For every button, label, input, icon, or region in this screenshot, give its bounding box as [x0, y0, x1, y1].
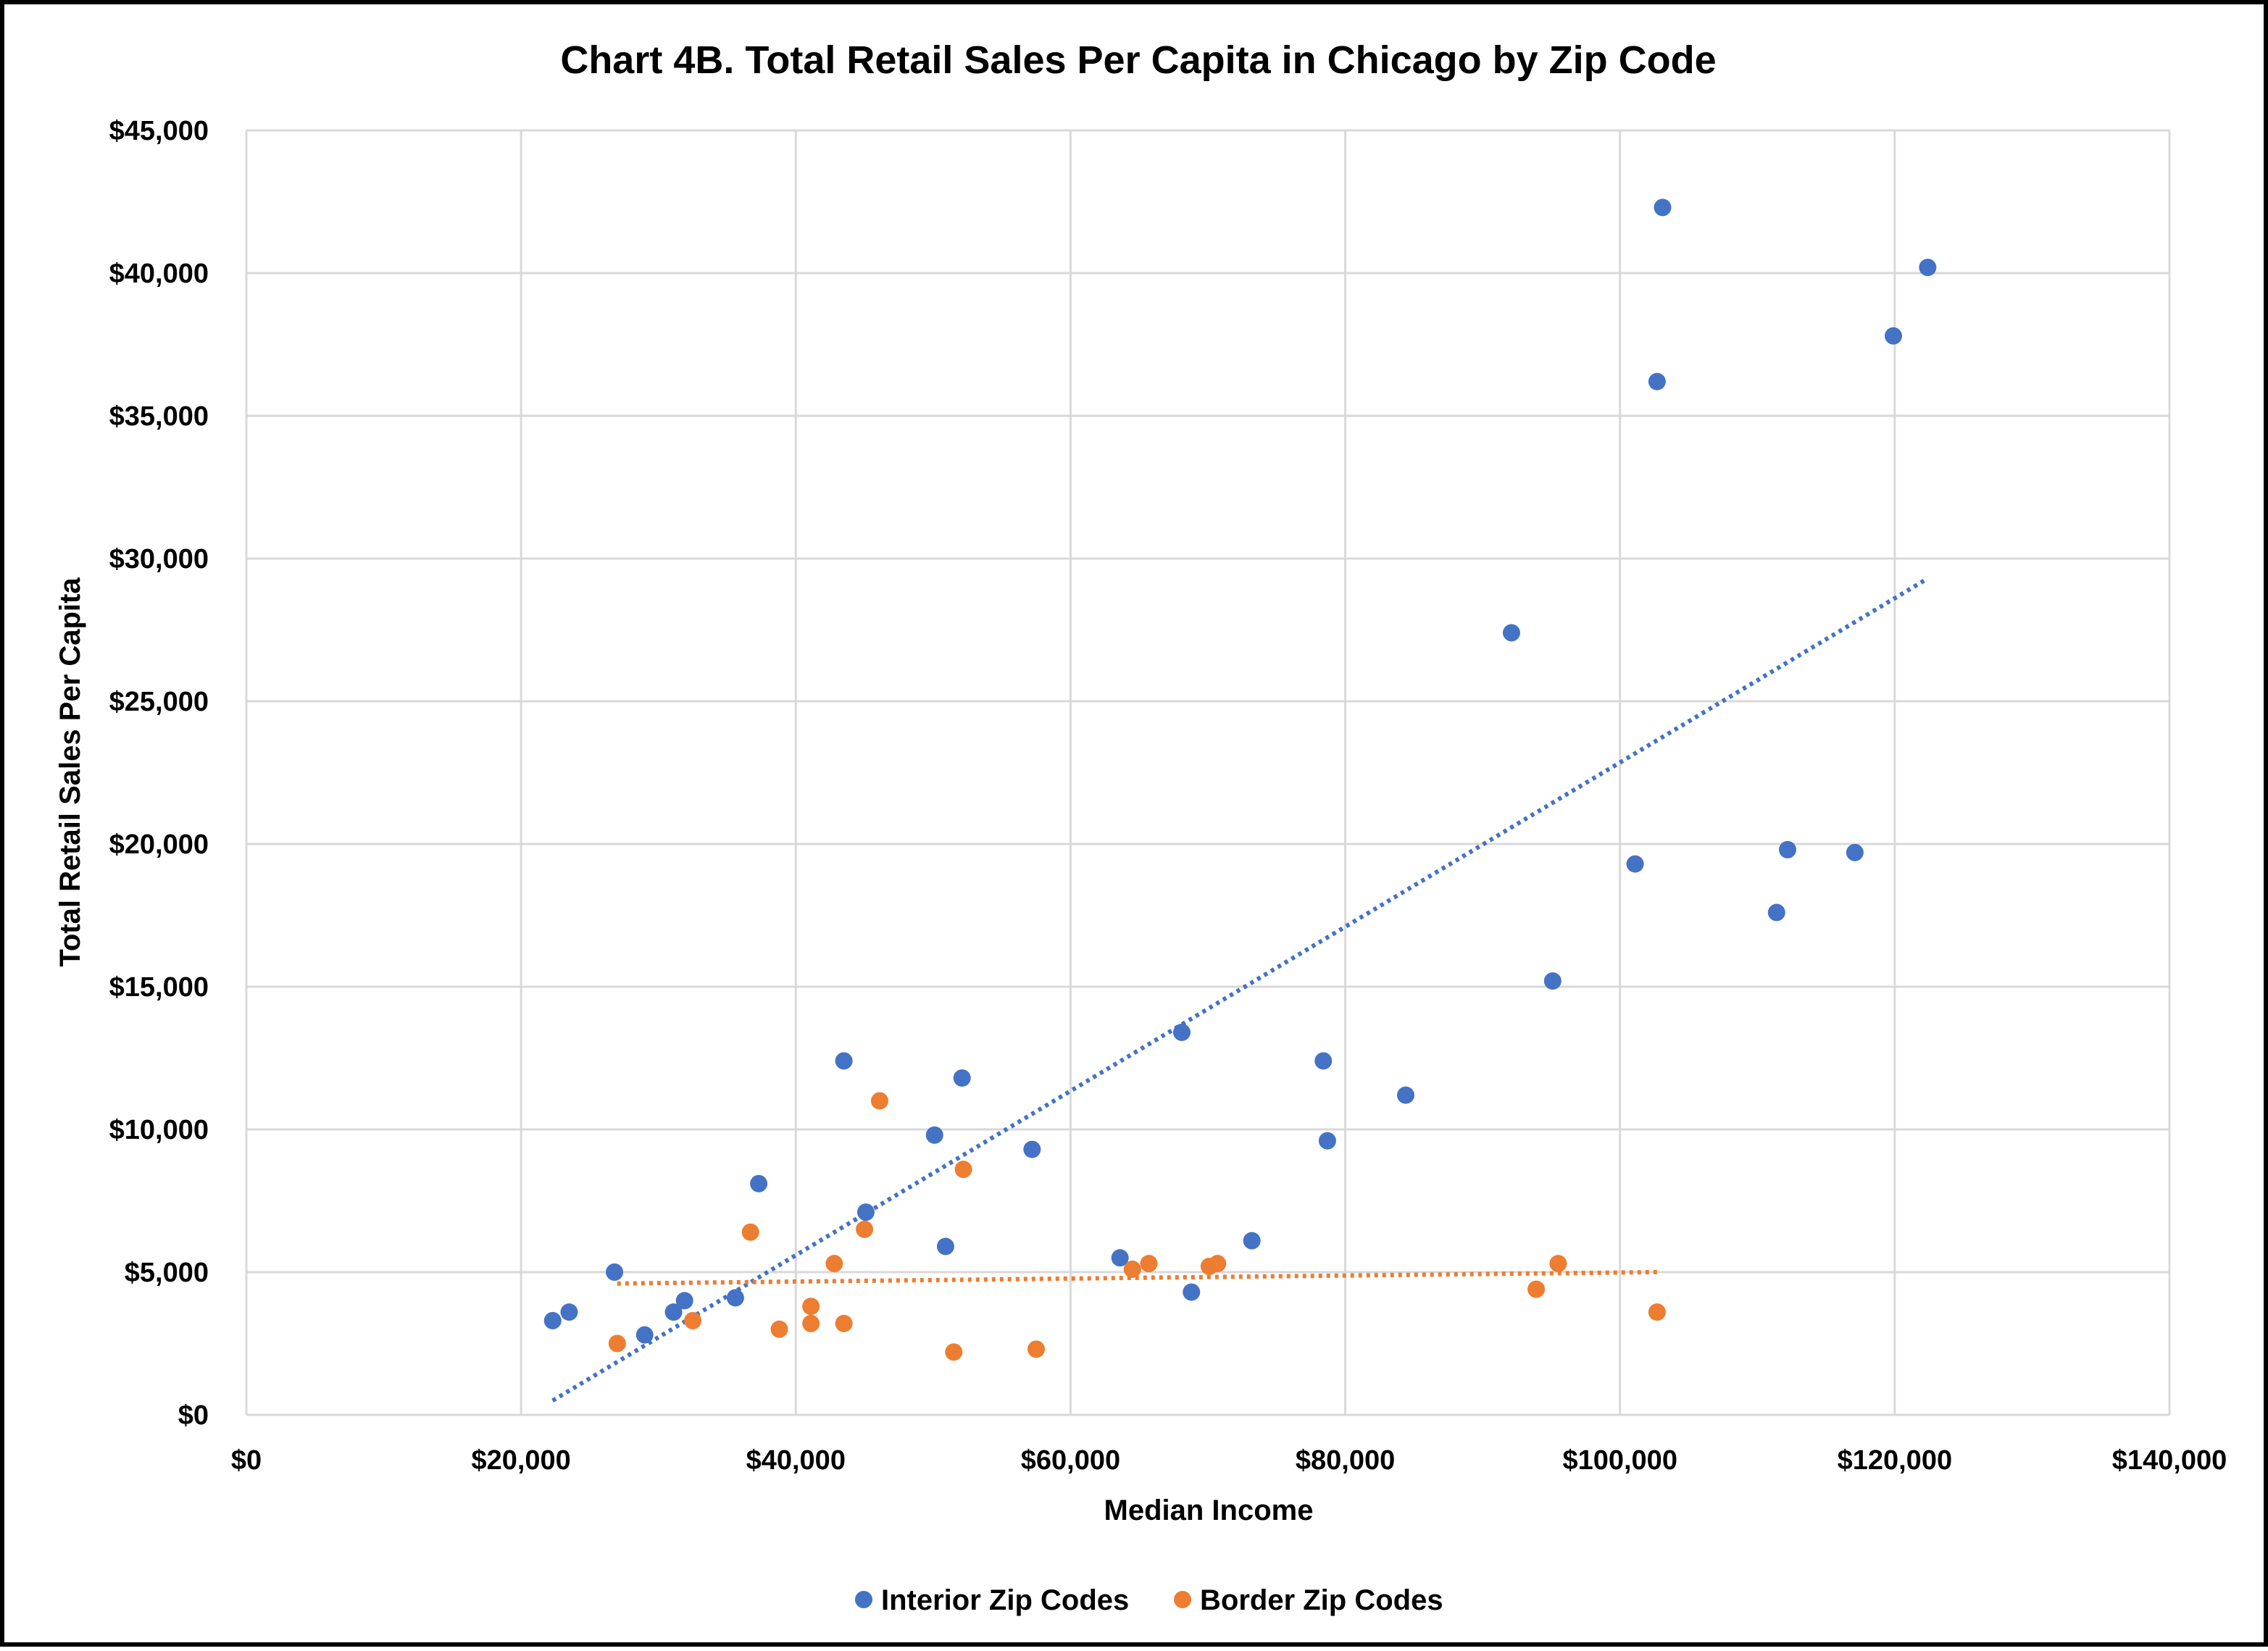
legend-marker-interior [855, 1591, 872, 1608]
border-point [770, 1320, 788, 1338]
y-tick-label: $10,000 [109, 1115, 209, 1145]
interior-point [606, 1263, 624, 1281]
interior-point [936, 1237, 954, 1255]
gridlines [245, 129, 2171, 1416]
y-tick-label: $15,000 [109, 972, 209, 1003]
border-point [856, 1220, 874, 1238]
interior-point [1654, 198, 1672, 217]
x-axis-label: Median Income [1104, 1495, 1314, 1526]
interior-point [1314, 1052, 1333, 1070]
x-tick-label: $20,000 [471, 1445, 570, 1476]
y-tick-label: $5,000 [125, 1258, 209, 1288]
interior-point [1318, 1132, 1336, 1150]
interior-point [1884, 327, 1902, 345]
interior-point [1778, 840, 1796, 858]
border-point [945, 1343, 963, 1361]
border-point [1549, 1255, 1567, 1273]
interior-point [1172, 1024, 1191, 1042]
data-points [543, 198, 1937, 1361]
border-point [825, 1255, 843, 1273]
interior-point [925, 1126, 943, 1144]
x-tick-label: $60,000 [1021, 1445, 1120, 1476]
interior-point [1183, 1283, 1201, 1301]
interior-point [560, 1303, 578, 1321]
interior-point [543, 1311, 562, 1329]
chart-svg: Chart 4B. Total Retail Sales Per Capita … [54, 38, 2227, 1616]
y-tick-label: $30,000 [109, 544, 209, 574]
interior-point [1767, 903, 1785, 921]
legend: Interior Zip Codes Border Zip Codes [855, 1584, 1443, 1616]
interior-point [1543, 972, 1562, 990]
interior-point [953, 1069, 971, 1087]
x-tick-labels: $0 $20,000 $40,000 $60,000 $80,000 $100,000 $1… [231, 1445, 2227, 1476]
y-tick-label: $45,000 [109, 116, 209, 146]
border-point [835, 1314, 853, 1332]
interior-point [635, 1326, 654, 1344]
interior-point [675, 1292, 693, 1310]
y-tick-labels: $0 $5,000 $10,000 $15,000 $20,000 $25,000 $30,… [109, 116, 209, 1431]
interior-point [1023, 1140, 1041, 1158]
interior-point [1919, 259, 1937, 277]
interior-point [1111, 1249, 1129, 1267]
border-point [741, 1223, 759, 1241]
border-point [802, 1297, 820, 1316]
trendlines [551, 577, 1929, 1403]
trendline-border [617, 1270, 1657, 1286]
interior-point [726, 1289, 744, 1307]
border-point [1648, 1303, 1666, 1321]
interior-point [1648, 372, 1666, 390]
interior-point [664, 1303, 683, 1321]
legend-label-border: Border Zip Codes [1200, 1584, 1443, 1616]
x-tick-label: $40,000 [746, 1445, 846, 1476]
y-axis-label: Total Retail Sales Per Capita [54, 577, 86, 967]
border-point [1027, 1340, 1046, 1358]
y-tick-label: $20,000 [109, 829, 209, 860]
x-tick-label: $140,000 [2112, 1445, 2227, 1476]
border-point [684, 1311, 702, 1329]
interior-point [1502, 624, 1520, 642]
interior-point [1846, 843, 1864, 861]
legend-label-interior: Interior Zip Codes [881, 1584, 1129, 1616]
interior-point [1396, 1086, 1414, 1104]
border-point [608, 1334, 626, 1353]
x-tick-label: $80,000 [1296, 1445, 1395, 1476]
border-point [1209, 1255, 1227, 1273]
border-point [1140, 1255, 1158, 1273]
y-tick-label: $25,000 [109, 687, 209, 717]
interior-point [856, 1203, 875, 1221]
x-tick-label: $0 [231, 1445, 262, 1476]
interior-point [750, 1174, 768, 1192]
y-tick-label: $35,000 [109, 401, 209, 432]
y-tick-label: $40,000 [109, 259, 209, 289]
border-point [1527, 1280, 1546, 1298]
interior-point [1243, 1232, 1261, 1250]
border-point [802, 1314, 820, 1332]
x-tick-label: $120,000 [1838, 1445, 1953, 1476]
y-tick-label: $0 [178, 1400, 209, 1431]
border-point [954, 1161, 972, 1179]
border-point [1123, 1261, 1141, 1279]
chart-title: Chart 4B. Total Retail Sales Per Capita … [560, 38, 1716, 82]
border-point [870, 1092, 888, 1110]
legend-marker-border [1174, 1591, 1191, 1608]
interior-point [835, 1052, 853, 1070]
x-tick-label: $100,000 [1562, 1445, 1677, 1476]
interior-point [1626, 855, 1644, 873]
